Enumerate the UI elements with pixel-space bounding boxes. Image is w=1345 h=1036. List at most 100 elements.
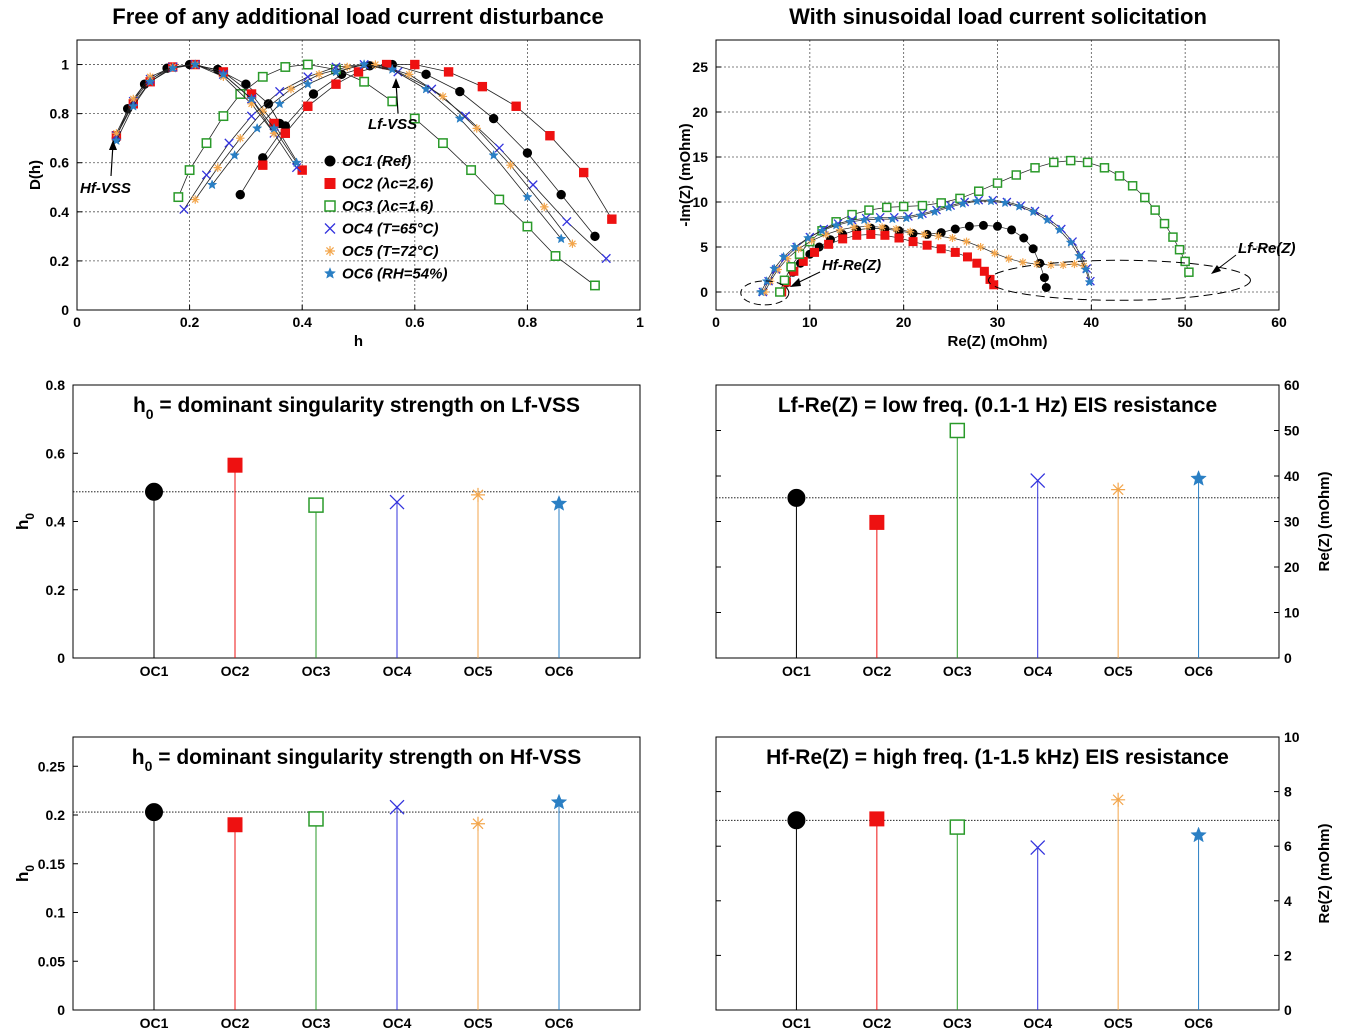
point-oc5	[129, 94, 138, 104]
x-tick-label: OC5	[464, 1015, 493, 1031]
stem-marker-oc2	[227, 457, 243, 473]
point-oc6	[859, 214, 870, 225]
legend-entry-oc3: OC3 (λc=1.6)	[342, 198, 433, 215]
point-oc2	[936, 244, 946, 254]
point-oc3	[235, 89, 246, 99]
lf-region-ellipse	[987, 259, 1251, 301]
point-oc6	[128, 100, 139, 111]
point-oc5	[269, 129, 279, 138]
point-oc5	[1070, 260, 1079, 269]
point-oc3	[466, 165, 477, 176]
legend-marker-oc3	[324, 200, 336, 212]
point-oc4	[179, 204, 189, 215]
point-oc6	[756, 286, 767, 297]
point-oc5	[794, 244, 803, 253]
point-oc3	[1065, 155, 1076, 166]
lf-rez-stem-plot: 0 10 20 30 40 50 60 OC1 OC2 OC3 OC4 OC5 OC6 Lf-Re(Z) …	[715, 377, 1333, 679]
point-oc6	[778, 251, 789, 262]
stem-marker-oc2	[869, 811, 885, 827]
point-oc6	[1014, 201, 1025, 211]
plot-frame	[72, 384, 641, 659]
point-oc5	[1046, 261, 1055, 269]
y-tick-label: 15	[692, 149, 708, 165]
point-oc3	[218, 111, 229, 122]
stem-marker-oc4	[389, 494, 405, 510]
point-oc3	[550, 251, 561, 261]
annotation-hf-rez: Hf-Re(Z)	[822, 257, 881, 274]
point-oc6	[1080, 264, 1091, 274]
legend-marker-oc2	[324, 178, 336, 189]
legend-marker-oc4	[324, 223, 336, 234]
y-tick-label: 10	[1284, 729, 1300, 745]
y-tick-label: 0.05	[38, 953, 65, 969]
point-oc6	[1074, 250, 1085, 261]
point-oc6	[901, 212, 912, 223]
x-tick-label: 0.4	[292, 314, 312, 330]
point-oc4	[246, 111, 257, 121]
point-oc3	[522, 221, 533, 232]
point-oc5	[976, 243, 985, 251]
point-oc3	[173, 192, 184, 203]
stem-marker-oc3	[308, 811, 324, 827]
x-axis-label: h	[354, 333, 363, 350]
point-oc1	[1041, 283, 1051, 292]
y-tick-label: 2	[1284, 947, 1292, 963]
y-tick-label: 0	[1284, 1002, 1292, 1018]
point-oc5	[1018, 258, 1027, 267]
point-oc6	[1054, 224, 1065, 235]
point-oc4	[275, 86, 285, 97]
point-oc3	[973, 186, 984, 196]
point-oc1	[1007, 225, 1017, 235]
point-oc6	[358, 59, 370, 69]
point-oc6	[985, 195, 996, 206]
point-oc3	[201, 138, 212, 149]
point-oc3	[1011, 170, 1022, 180]
point-oc5	[191, 195, 200, 204]
y-tick-label: 0.6	[46, 445, 66, 461]
point-oc5	[878, 223, 887, 232]
point-oc6	[845, 216, 856, 227]
nyquist-plot: 0 10 20 30 40 50 60 0 5 10 15 20 25 Re(Z) (mOhm) -Im(Z…	[677, 39, 1295, 350]
point-oc5	[892, 225, 901, 233]
x-tick-label: OC3	[943, 663, 972, 679]
point-oc1	[950, 224, 960, 234]
x-tick-label: 10	[802, 314, 818, 330]
point-oc3	[280, 62, 291, 72]
x-tick-label: OC1	[782, 1015, 811, 1031]
x-tick-label: 1	[636, 314, 644, 330]
stem-marker-oc4	[1030, 840, 1046, 856]
x-tick-label: OC5	[1104, 663, 1133, 679]
series-line-oc4	[762, 199, 1091, 293]
ylabel-part: h	[13, 520, 32, 530]
stem-marker-oc5	[471, 816, 485, 831]
stem-marker-oc6	[1190, 826, 1207, 843]
ylabel-part: h	[13, 872, 32, 882]
x-tick-label: 30	[990, 314, 1006, 330]
point-oc1	[241, 79, 251, 89]
x-tick-label: OC4	[383, 1015, 412, 1031]
point-oc5	[438, 92, 448, 101]
point-oc6	[831, 220, 842, 230]
point-oc1	[308, 89, 319, 99]
stem-marker-oc3	[949, 819, 966, 835]
point-oc5	[934, 232, 943, 241]
point-oc5	[112, 129, 121, 138]
point-oc6	[971, 195, 982, 206]
point-oc3	[882, 202, 892, 213]
point-oc2	[894, 233, 904, 243]
point-oc5	[864, 222, 873, 231]
point-oc2	[950, 247, 960, 257]
point-oc2	[866, 229, 876, 239]
point-oc6	[522, 191, 533, 202]
point-oc2	[258, 160, 268, 170]
stem-marker-oc1	[787, 488, 806, 507]
plot-frame	[715, 736, 1280, 1011]
y-tick-label: 0.4	[46, 514, 66, 530]
point-oc6	[111, 135, 122, 146]
point-oc3	[438, 138, 448, 149]
point-oc5	[258, 106, 267, 116]
legend-entry-oc2: OC2 (λc=2.6)	[342, 176, 433, 193]
x-tick-label: OC3	[302, 1015, 331, 1031]
point-oc3	[1099, 163, 1110, 173]
